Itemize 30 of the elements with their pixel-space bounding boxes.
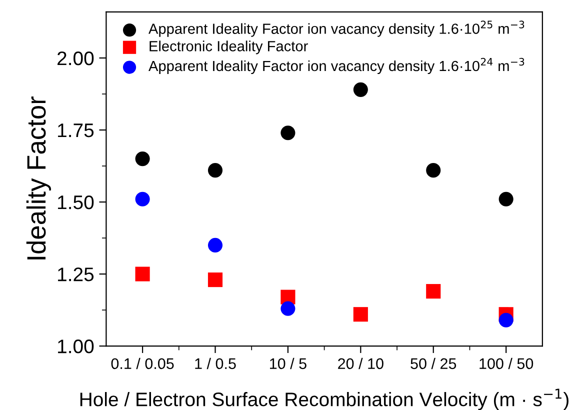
x-tick-label: 10 / 5 — [270, 358, 306, 370]
point — [135, 152, 150, 166]
point — [353, 307, 368, 322]
point — [208, 163, 223, 178]
point — [353, 82, 368, 97]
y-axis-title: Ideality Factor — [26, 96, 51, 260]
point — [426, 284, 441, 299]
y-tick-label: 1.50 — [58, 195, 94, 210]
point — [280, 126, 296, 140]
point — [135, 192, 150, 206]
y-tick-label: 1.75 — [58, 124, 94, 138]
point — [498, 192, 514, 206]
point — [135, 266, 150, 282]
legend-label: Apparent Ideality Factor ion vacancy density 1.6·10$^{24}$ m$^{−3}$ — [148, 58, 524, 74]
x-tick-label: 20 / 10 — [338, 358, 384, 370]
point — [498, 312, 514, 328]
x-tick-label: 1 / 0.5 — [195, 358, 236, 370]
x-tick-label: 0.1 / 0.05 — [111, 358, 174, 370]
y-tick-label: 1.25 — [58, 267, 94, 282]
point — [426, 163, 441, 178]
y-tick-label: 2.00 — [58, 51, 94, 66]
point — [208, 272, 223, 288]
point — [208, 238, 223, 253]
x-tick-label: 50 / 25 — [410, 358, 456, 370]
legend-label: Apparent Ideality Factor ion vacancy density 1.6·10$^{25}$ m$^{−3}$ — [148, 20, 524, 37]
point — [280, 301, 296, 316]
y-tick-label: 1.00 — [58, 340, 94, 354]
x-tick-label: 100 / 50 — [480, 358, 534, 370]
x-axis-title: Hole / Electron Surface Recombination Velocity (m · s$^{−1}$) — [80, 388, 568, 410]
legend-label: Electronic Ideality Factor — [150, 40, 308, 54]
